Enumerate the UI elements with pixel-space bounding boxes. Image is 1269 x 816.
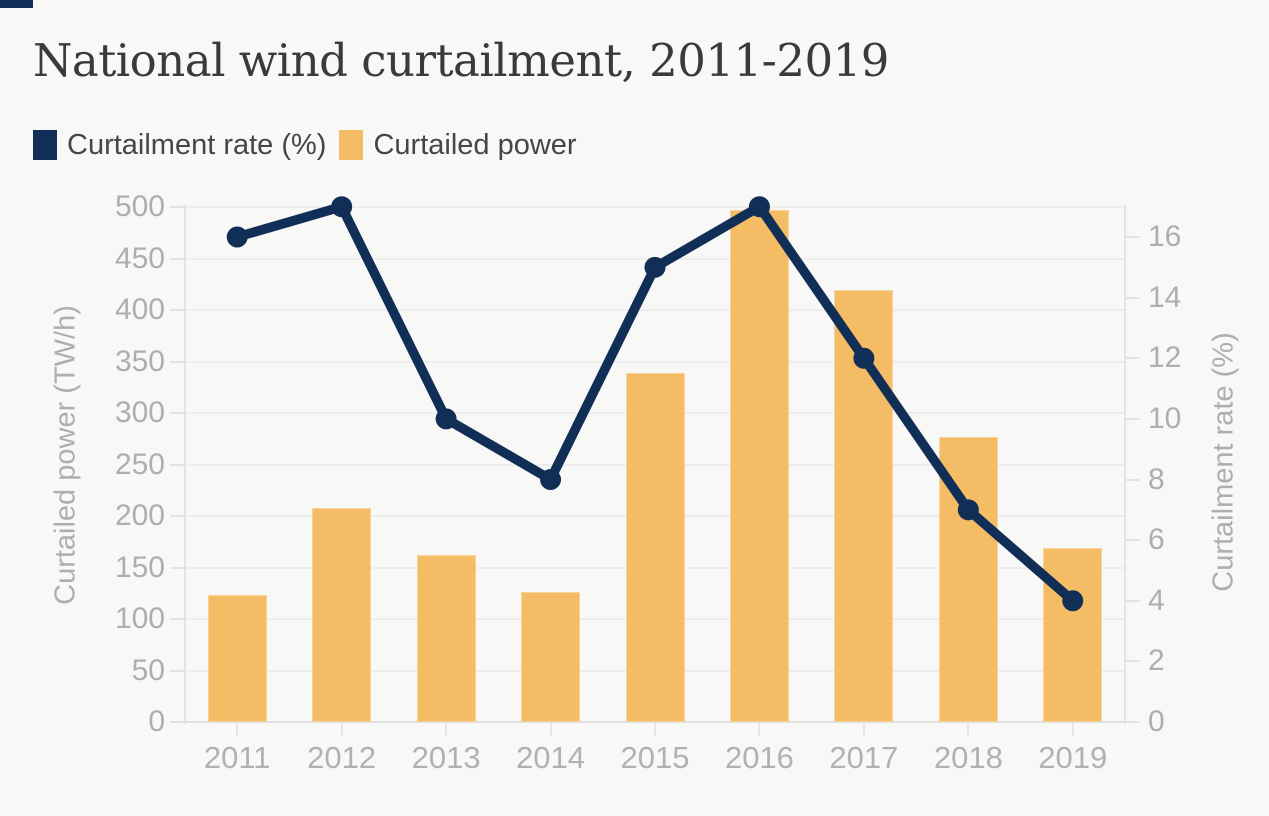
x-axis-tick (654, 723, 656, 736)
y-axis-tick-left (170, 412, 185, 414)
left-axis-title: Curtailed power (TW/h) (49, 305, 82, 605)
x-axis-label-2014: 2014 (516, 740, 586, 775)
y-axis-tick-left (170, 566, 185, 569)
y-axis-tick-label-right: 8 (1148, 462, 1165, 496)
line-point-2019[interactable] (1062, 590, 1084, 612)
corner-accent (0, 0, 33, 8)
legend-label-curtailed-power: Curtailed power (373, 129, 577, 161)
y-axis-tick-left (170, 360, 185, 363)
line-point-2016[interactable] (748, 196, 770, 218)
gridline (185, 206, 1125, 208)
y-axis-tick-left (170, 309, 185, 311)
gridline (185, 309, 1125, 311)
x-axis-label-2011: 2011 (203, 740, 271, 775)
y-axis-tick-label-left: 100 (114, 602, 165, 635)
y-axis-line-left (184, 205, 186, 724)
y-axis-tick-label-left: 500 (114, 190, 165, 223)
y-axis-line-right (1124, 205, 1126, 724)
x-axis-label-2015: 2015 (620, 740, 690, 775)
y-axis-tick-label-right: 16 (1148, 220, 1182, 253)
line-point-2012[interactable] (331, 196, 353, 218)
y-axis-tick-left (170, 206, 185, 208)
y-axis-tick-right (1125, 478, 1140, 481)
legend-item-curtailed-power[interactable]: Curtailed power (339, 129, 577, 161)
x-axis-tick (967, 723, 970, 736)
y-axis-tick-label-right: 12 (1148, 341, 1182, 375)
y-axis-tick-right (1125, 417, 1140, 420)
y-axis-tick-right (1125, 296, 1140, 299)
line-point-2011[interactable] (226, 226, 248, 248)
x-axis-label-2013: 2013 (411, 740, 481, 775)
legend-swatch-curtailed-power (339, 130, 364, 160)
legend-item-curtailment-rate[interactable]: Curtailment rate (%) (33, 130, 326, 160)
y-axis-tick-label-right: 4 (1148, 583, 1165, 617)
y-axis-tick-label-left: 350 (114, 344, 165, 378)
x-axis-tick (549, 723, 552, 736)
y-axis-tick-right (1125, 721, 1140, 723)
legend-label-curtailment-rate: Curtailment rate (%) (67, 129, 327, 161)
bar-2014[interactable] (521, 592, 581, 722)
x-axis-tick (445, 723, 448, 736)
legend-swatch-curtailment-rate (33, 130, 57, 160)
x-axis-label-2016: 2016 (724, 740, 794, 775)
y-axis-tick-label-right: 14 (1148, 280, 1182, 314)
y-axis-tick-label-right: 0 (1148, 705, 1165, 738)
bar-2018[interactable] (938, 436, 998, 722)
x-axis-tick (862, 723, 865, 736)
y-axis-tick-left (170, 463, 185, 466)
y-axis-tick-label-right: 6 (1148, 523, 1165, 557)
right-axis-title: Curtailment rate (%) (1207, 332, 1240, 592)
line-point-2018[interactable] (957, 499, 979, 521)
x-axis-tick (340, 723, 343, 736)
line-point-2017[interactable] (853, 347, 875, 369)
y-axis-tick-label-right: 10 (1148, 401, 1182, 435)
x-axis-label-2018: 2018 (933, 740, 1003, 775)
bar-2012[interactable] (312, 507, 372, 722)
y-axis-tick-right (1125, 236, 1140, 238)
bar-2019[interactable] (1043, 547, 1103, 722)
y-axis-tick-left (170, 257, 185, 260)
y-axis-tick-label-right: 2 (1148, 644, 1165, 678)
y-axis-tick-label-left: 450 (114, 241, 165, 275)
x-axis-tick (236, 723, 239, 736)
bar-2013[interactable] (416, 555, 476, 722)
y-axis-tick-left (170, 515, 185, 517)
chart-title: National wind curtailment, 2011-2019 (33, 34, 889, 87)
y-axis-tick-label-left: 250 (114, 447, 165, 481)
y-axis-tick-left (170, 618, 185, 620)
y-axis-tick-label-left: 50 (131, 653, 165, 687)
y-axis-tick-left (170, 669, 185, 672)
x-axis-label-2017: 2017 (829, 740, 899, 775)
x-axis-baseline (170, 721, 1140, 723)
x-axis-label-2019: 2019 (1038, 740, 1108, 775)
line-point-2014[interactable] (540, 469, 562, 490)
x-axis-label-2012: 2012 (307, 740, 377, 775)
y-axis-tick-label-left: 200 (114, 499, 165, 532)
x-axis-tick (1071, 723, 1074, 736)
y-axis-tick-right (1125, 357, 1140, 360)
legend: Curtailment rate (%) Curtailed power (33, 130, 577, 160)
y-axis-tick-label-left: 300 (114, 396, 165, 429)
bar-2016[interactable] (729, 210, 789, 722)
y-axis-tick-label-left: 400 (114, 293, 165, 326)
y-axis-tick-right (1125, 539, 1140, 542)
y-axis-tick-label-left: 150 (114, 550, 165, 584)
bar-2015[interactable] (625, 372, 685, 722)
line-point-2015[interactable] (644, 256, 666, 278)
line-point-2013[interactable] (435, 408, 457, 430)
gridline (185, 360, 1125, 363)
bar-2011[interactable] (207, 595, 267, 722)
y-axis-tick-right (1125, 660, 1140, 663)
y-axis-tick-right (1125, 599, 1140, 602)
x-axis-tick (758, 723, 761, 736)
y-axis-tick-label-left: 0 (148, 705, 165, 738)
